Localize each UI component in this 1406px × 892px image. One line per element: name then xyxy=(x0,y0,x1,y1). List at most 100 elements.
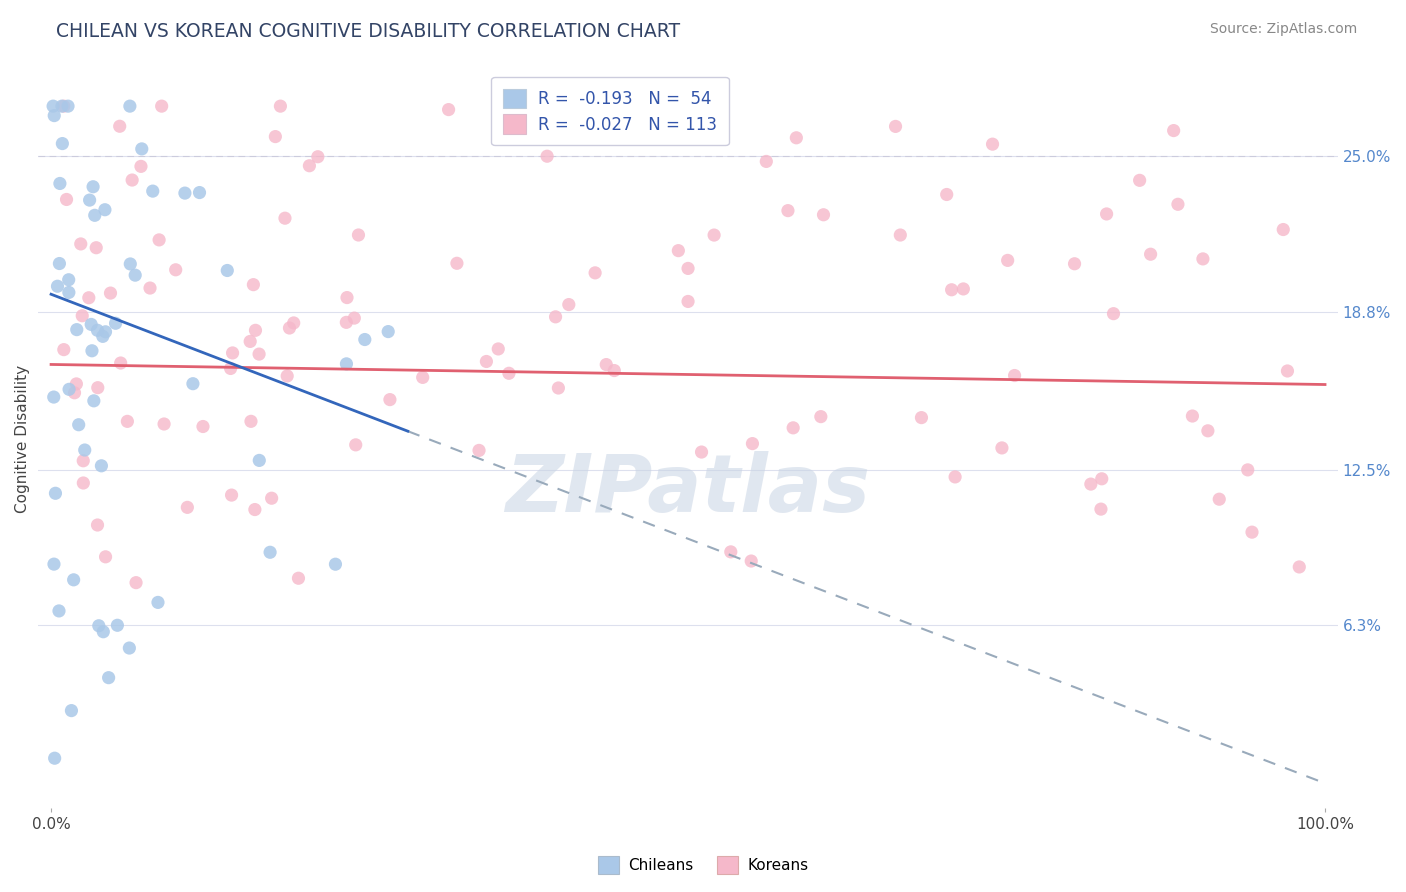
Point xyxy=(105,618,128,632)
Point xyxy=(910,410,932,425)
Point xyxy=(91,329,114,343)
Point xyxy=(49,177,72,191)
Point xyxy=(740,554,762,568)
Point xyxy=(583,266,606,280)
Point xyxy=(547,381,569,395)
Point xyxy=(412,370,434,384)
Point xyxy=(981,137,1004,152)
Point xyxy=(703,228,725,243)
Point xyxy=(153,417,176,431)
Point xyxy=(72,475,94,490)
Point xyxy=(125,575,148,590)
Point xyxy=(666,244,689,258)
Point xyxy=(283,316,305,330)
Point xyxy=(118,641,141,656)
Point xyxy=(100,286,122,301)
Point xyxy=(1080,477,1102,491)
Point xyxy=(51,136,73,151)
Point xyxy=(73,443,96,458)
Point xyxy=(86,518,108,533)
Point xyxy=(1192,252,1215,266)
Point xyxy=(377,325,399,339)
Point xyxy=(1272,222,1295,236)
Point xyxy=(810,409,832,424)
Point xyxy=(70,309,93,323)
Point xyxy=(475,354,498,368)
Point xyxy=(69,236,91,251)
Point xyxy=(785,130,807,145)
Point xyxy=(90,458,112,473)
Point xyxy=(108,120,131,134)
Point xyxy=(58,382,80,396)
Text: Source: ZipAtlas.com: Source: ZipAtlas.com xyxy=(1209,22,1357,37)
Point xyxy=(952,282,974,296)
Point xyxy=(676,261,699,276)
Point xyxy=(87,619,110,633)
Point xyxy=(247,347,270,361)
Point xyxy=(1063,257,1085,271)
Point xyxy=(1163,123,1185,137)
Point xyxy=(509,131,531,145)
Point xyxy=(274,211,297,226)
Point xyxy=(117,414,139,428)
Point xyxy=(91,624,114,639)
Point xyxy=(603,363,626,377)
Point xyxy=(544,310,567,324)
Point xyxy=(630,99,652,113)
Point xyxy=(353,333,375,347)
Point xyxy=(307,150,329,164)
Point xyxy=(191,419,214,434)
Point xyxy=(42,99,65,113)
Legend: Chileans, Koreans: Chileans, Koreans xyxy=(592,850,814,880)
Point xyxy=(884,120,907,134)
Point xyxy=(741,436,763,450)
Point xyxy=(943,470,966,484)
Point xyxy=(87,381,110,395)
Point xyxy=(110,356,132,370)
Point xyxy=(65,376,87,391)
Point xyxy=(240,414,263,428)
Point xyxy=(260,491,283,506)
Point xyxy=(131,142,153,156)
Point xyxy=(62,573,84,587)
Point xyxy=(97,671,120,685)
Point xyxy=(1288,560,1310,574)
Point xyxy=(997,253,1019,268)
Point xyxy=(66,323,89,337)
Point xyxy=(48,604,70,618)
Point xyxy=(42,557,65,571)
Point xyxy=(58,273,80,287)
Point xyxy=(755,154,778,169)
Point xyxy=(150,99,173,113)
Point xyxy=(498,366,520,380)
Text: ZIPatlas: ZIPatlas xyxy=(506,451,870,529)
Point xyxy=(83,208,105,222)
Point xyxy=(174,186,197,200)
Point xyxy=(889,227,911,242)
Point xyxy=(146,595,169,609)
Point xyxy=(1208,492,1230,507)
Point xyxy=(44,486,66,500)
Point xyxy=(336,291,359,305)
Y-axis label: Cognitive Disability: Cognitive Disability xyxy=(15,365,30,513)
Point xyxy=(1240,525,1263,540)
Point xyxy=(1139,247,1161,261)
Point xyxy=(335,315,357,329)
Point xyxy=(247,453,270,467)
Point xyxy=(129,160,152,174)
Point xyxy=(80,318,103,332)
Point xyxy=(287,571,309,585)
Point xyxy=(60,704,83,718)
Point xyxy=(94,325,117,339)
Point xyxy=(935,187,957,202)
Point xyxy=(52,343,75,357)
Point xyxy=(276,369,298,384)
Point xyxy=(94,202,117,217)
Point xyxy=(79,193,101,207)
Point xyxy=(148,233,170,247)
Point xyxy=(378,392,401,407)
Point xyxy=(124,268,146,282)
Point xyxy=(242,277,264,292)
Point xyxy=(558,297,581,311)
Point xyxy=(991,441,1014,455)
